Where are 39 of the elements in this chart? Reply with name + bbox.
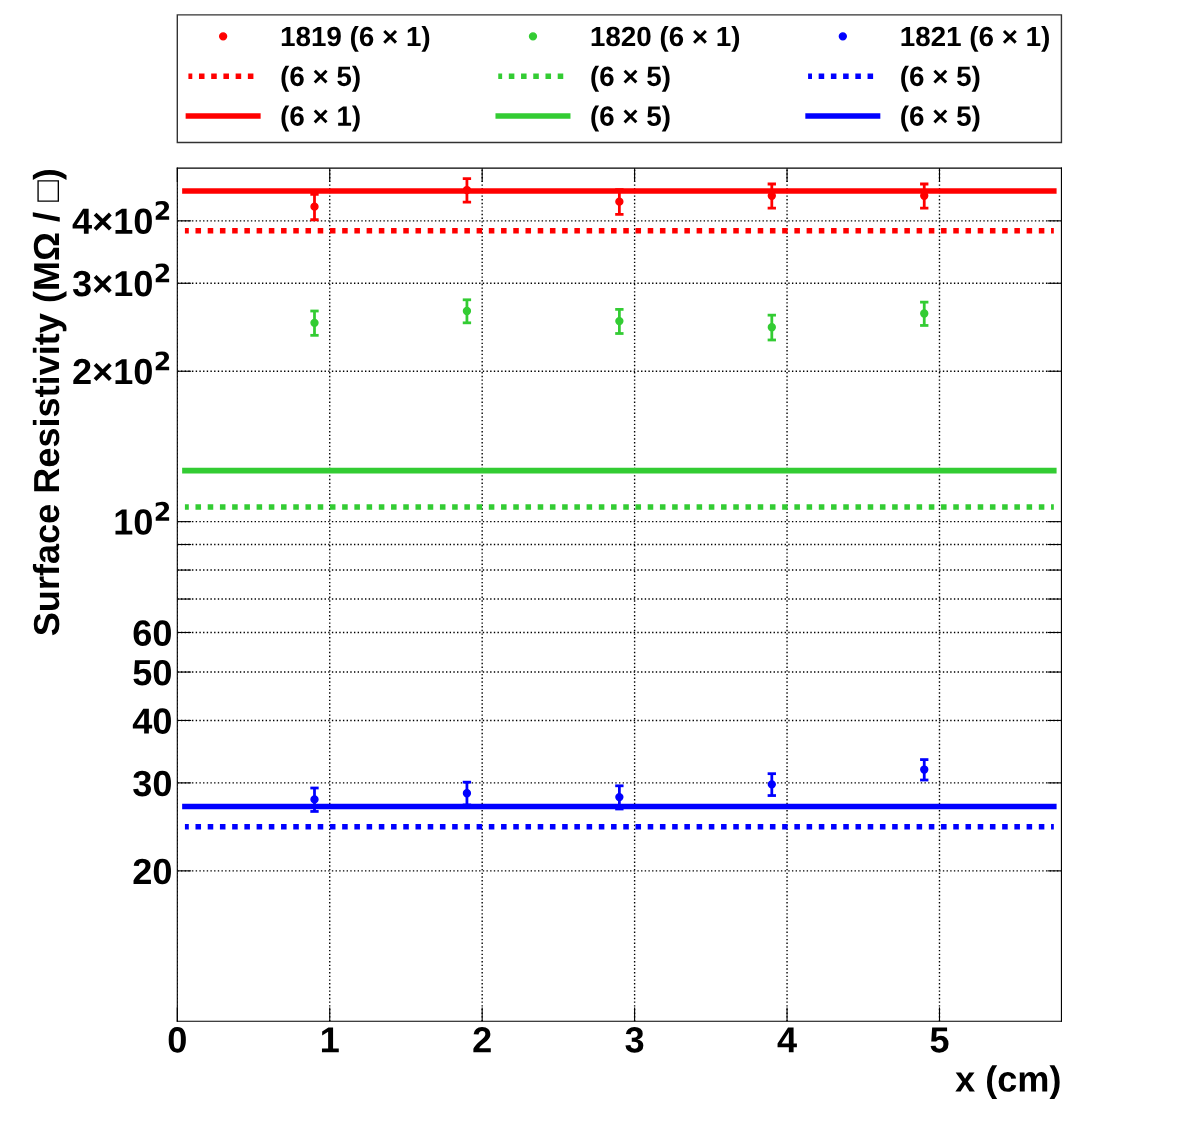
point [310,318,319,327]
legend-label: (6 × 1) [281,105,360,132]
point [767,780,776,789]
point [615,197,624,206]
y-tick-label: 30 [133,770,171,797]
x-tick-label: 0 [168,1027,186,1053]
legend-label: 1821 (6 × 1) [901,25,1049,52]
y-tick-label: 3×10$^{2}$ [72,263,170,297]
y-tick-label: 50 [133,659,171,686]
y-tick-label: 40 [132,708,171,734]
y-tick-label: 60 [133,620,171,646]
y-tick-label: 4×10$^{2}$ [72,201,170,235]
legend-label: 1819 (6 × 1) [281,25,430,52]
legend-label: 1820 (6 × 1) [591,25,740,52]
x-axis-title: x (cm) [955,1065,1060,1100]
y-axis-title: Surface Resistivity (MΩ / □) [32,169,67,636]
x-tick-label: 1 [321,1027,339,1053]
y-tick-label: 10$^{2}$ [115,501,170,535]
point [310,202,319,211]
point [310,795,319,804]
point [767,323,776,332]
point [615,792,624,802]
point [920,765,929,774]
point [462,185,472,195]
point [462,306,472,316]
y-tick-label: 2×10$^{2}$ [73,351,170,385]
x-tick-label: 3 [625,1027,644,1053]
legend-label: (6 × 5) [901,65,980,92]
legend-label: (6 × 5) [591,65,670,92]
legend-label: (6 × 5) [281,65,360,92]
point [920,309,929,318]
legend-label: (6 × 5) [901,105,980,132]
y-tick-label: 20 [133,858,171,885]
x-tick-label: 4 [777,1027,797,1053]
x-tick-label: 2 [473,1027,491,1053]
point [615,316,624,326]
point [462,789,472,798]
x-tick-label: 5 [930,1027,949,1053]
legend-label: (6 × 5) [591,105,670,132]
